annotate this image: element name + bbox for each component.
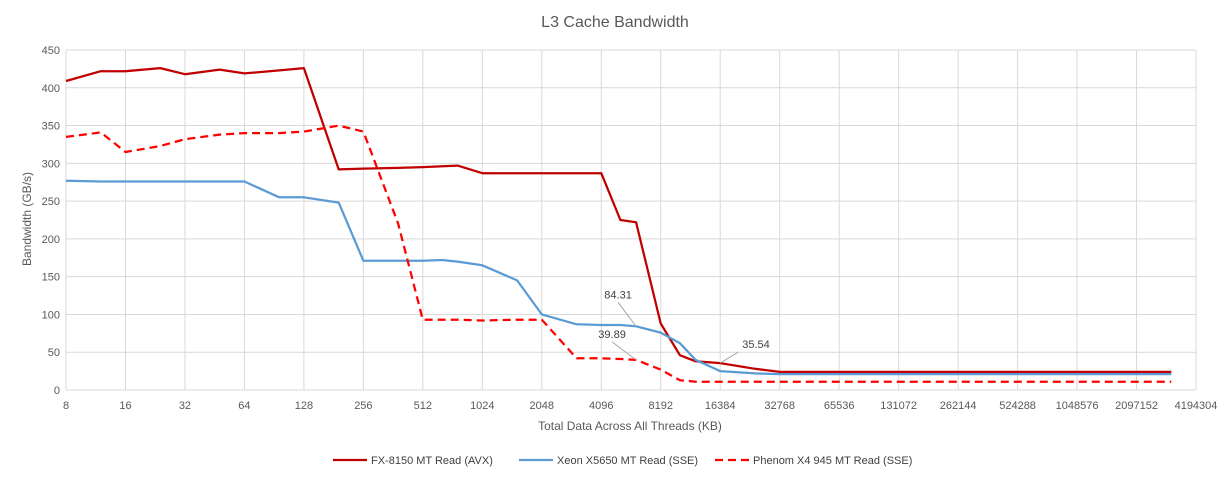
legend: FX-8150 MT Read (AVX) Xeon X5650 MT Read … (333, 455, 912, 467)
series-line-3 (65, 124, 1172, 383)
legend-label-2: Xeon X5650 MT Read (SSE) (557, 455, 698, 467)
x-tick-label: 131072 (880, 400, 917, 412)
y-tick-label: 100 (42, 309, 60, 321)
x-tick-label: 4096 (589, 400, 613, 412)
x-tick-label: 32768 (764, 400, 795, 412)
y-tick-label: 350 (42, 121, 60, 133)
y-tick-label: 250 (42, 196, 60, 208)
y-tick-label: 300 (42, 158, 60, 170)
y-tick-label: 400 (42, 83, 60, 95)
x-tick-label: 262144 (940, 400, 977, 412)
x-tick-label: 8192 (648, 400, 672, 412)
x-tick-label: 2097152 (1115, 400, 1158, 412)
data-label: 39.89 (598, 329, 626, 341)
y-tick-label: 50 (48, 347, 60, 359)
x-tick-label: 512 (414, 400, 432, 412)
x-axis-label: Total Data Across All Threads (KB) (538, 419, 722, 433)
x-tick-label: 32 (179, 400, 191, 412)
series-line-2 (65, 179, 1172, 376)
data-labels: 84.31 39.89 35.54 (598, 289, 770, 364)
series-lines (65, 66, 1172, 383)
chart-title: L3 Cache Bandwidth (541, 14, 689, 31)
x-tick-label: 64 (238, 400, 250, 412)
x-tick-label: 1048576 (1056, 400, 1099, 412)
x-tick-label: 128 (295, 400, 313, 412)
legend-label-3: Phenom X4 945 MT Read (SSE) (753, 455, 912, 467)
gridlines (65, 49, 1197, 391)
x-tick-label: 16384 (705, 400, 736, 412)
x-tick-label: 1024 (470, 400, 494, 412)
data-label: 35.54 (742, 339, 770, 351)
x-tick-label: 256 (354, 400, 372, 412)
x-tick-label: 65536 (824, 400, 855, 412)
y-axis-label: Bandwidth (GB/s) (20, 172, 34, 266)
x-tick-label: 8 (63, 400, 69, 412)
data-label: 84.31 (604, 289, 632, 301)
x-tick-label: 2048 (530, 400, 554, 412)
x-axis-ticks: 8 16 32 64 128 256 512 1024 2048 4096 8192 16384 327… (63, 400, 1217, 412)
y-axis-ticks: 0 50 100 150 200 250 300 350 400 450 (42, 45, 60, 397)
series-line-1 (65, 66, 1172, 374)
y-tick-label: 0 (54, 385, 60, 397)
y-tick-label: 200 (42, 234, 60, 246)
x-tick-label: 16 (119, 400, 131, 412)
data-label-leader (611, 341, 637, 361)
y-tick-label: 450 (42, 45, 60, 57)
x-tick-label: 524288 (999, 400, 1036, 412)
legend-label-1: FX-8150 MT Read (AVX) (371, 455, 493, 467)
y-tick-label: 150 (42, 272, 60, 284)
data-label-leader (719, 351, 739, 364)
data-label-leader (617, 301, 637, 327)
x-tick-label: 4194304 (1175, 400, 1218, 412)
